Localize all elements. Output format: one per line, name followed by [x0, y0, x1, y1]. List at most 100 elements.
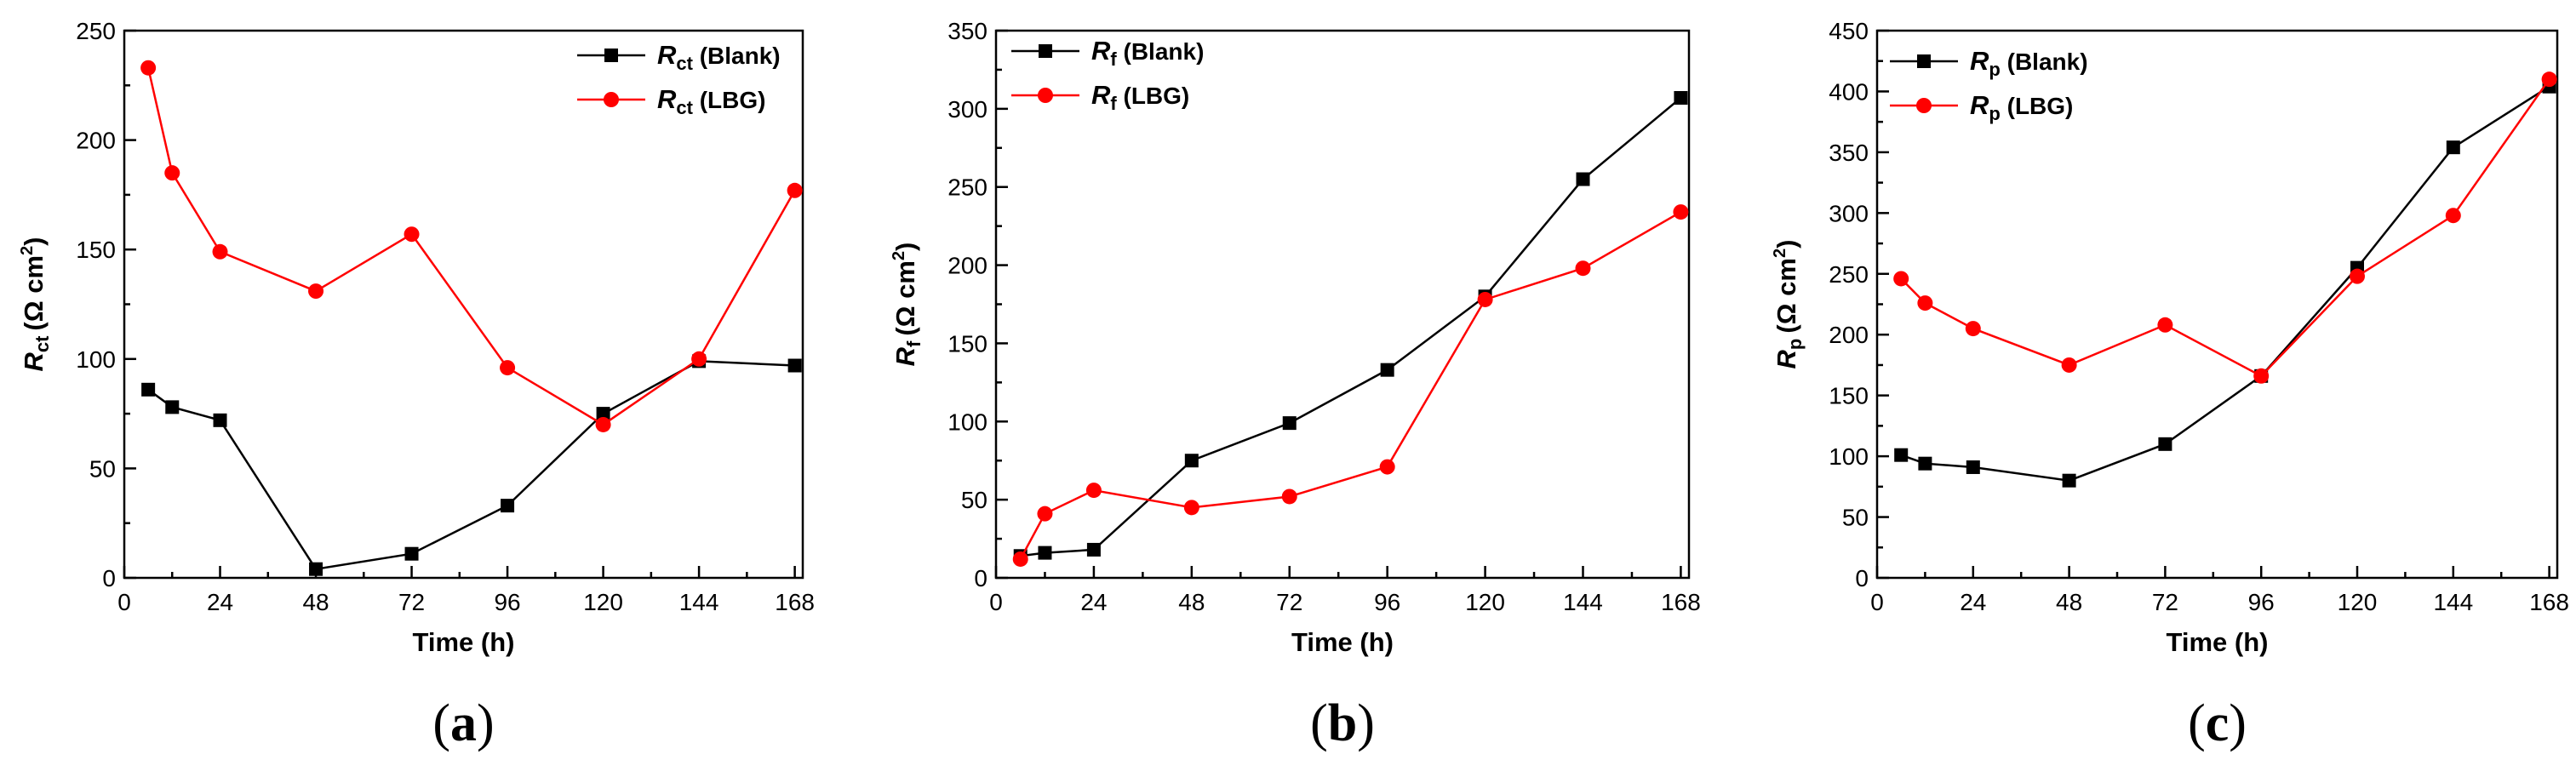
x-tick-label: 96	[2248, 589, 2275, 615]
y-axis-subscript: f	[903, 340, 924, 347]
y-tick-label: 100	[1829, 443, 1869, 470]
data-point-circle	[500, 360, 516, 376]
data-point-square	[1576, 172, 1590, 186]
legend-subscript: p	[1989, 59, 2000, 80]
series-blank	[1894, 79, 2556, 488]
x-tick-label: 0	[1870, 589, 1884, 615]
y-tick-label: 0	[1855, 565, 1869, 591]
legend-subscript: ct	[676, 53, 693, 74]
series-lbg	[1012, 204, 1689, 567]
series-blank	[1013, 90, 1688, 563]
y-axis-subscript: p	[1784, 339, 1806, 350]
data-point-square	[1894, 448, 1909, 462]
series-line	[147, 360, 795, 571]
panel-label-close: )	[2229, 694, 2247, 752]
y-tick-label: 150	[947, 330, 987, 357]
y-tick-label: 150	[1829, 383, 1869, 409]
panel-label-letter: c	[2206, 694, 2230, 752]
y-axis-superscript: 2	[18, 246, 37, 255]
data-point-square	[1674, 90, 1688, 105]
y-tick-label: 100	[76, 346, 116, 373]
y-tick-label: 350	[1829, 140, 1869, 166]
series-line	[146, 67, 796, 426]
legend-label: (Blank)	[1117, 38, 1205, 65]
y-tick-label: 200	[76, 128, 116, 154]
data-point-circle	[308, 283, 324, 300]
x-axis-title: Time (h)	[2167, 627, 2269, 657]
panel-label: (a)	[432, 694, 494, 752]
legend-marker-circle	[1038, 88, 1053, 103]
legend-marker-circle	[604, 92, 619, 107]
x-tick-label: 120	[1465, 589, 1505, 615]
data-point-circle	[140, 60, 157, 76]
y-tick-label: 200	[1829, 322, 1869, 348]
legend-symbol: R	[1970, 46, 1989, 76]
legend-marker-square	[604, 49, 618, 62]
y-axis-symbol: R	[890, 346, 920, 366]
legend-subscript: f	[1110, 93, 1117, 114]
x-tick-label: 0	[989, 589, 1003, 615]
panel-label-open: (	[432, 694, 450, 752]
y-tick-label: 250	[76, 18, 116, 44]
data-point-square	[1086, 542, 1101, 557]
y-tick-label: 450	[1829, 18, 1869, 44]
y-axis-title: Rp (Ω cm2)	[1771, 240, 1806, 369]
data-point-square	[1918, 456, 1932, 471]
legend-symbol: R	[1091, 80, 1111, 110]
data-point-circle	[1893, 271, 1909, 287]
data-point-square	[1380, 363, 1394, 377]
y-axis-unit: (Ω cm	[890, 260, 920, 336]
y-tick-label: 300	[1829, 200, 1869, 226]
y-axis-superscript: 2	[890, 251, 908, 260]
y-tick-label: 50	[1842, 505, 1869, 531]
data-point-circle	[2350, 268, 2365, 284]
y-tick-label: 50	[961, 487, 987, 513]
legend-entry: Rp (LBG)	[1970, 90, 2073, 124]
data-point-circle	[1037, 506, 1053, 522]
x-axis-title: Time (h)	[413, 627, 515, 657]
y-axis-unit: (Ω cm	[1772, 258, 1801, 334]
legend-marker-circle	[1916, 98, 1932, 113]
y-axis-symbol: R	[1772, 349, 1801, 369]
legend-symbol: R	[657, 40, 677, 70]
data-point-circle	[1575, 260, 1591, 277]
x-tick-label: 72	[398, 589, 425, 615]
x-tick-label: 24	[1080, 589, 1107, 615]
data-point-circle	[595, 416, 611, 432]
y-tick-label: 0	[974, 565, 987, 591]
legend-entry: Rp (Blank)	[1970, 46, 2088, 80]
x-tick-label: 144	[679, 589, 719, 615]
chart-panel-a: 0 24 48 72 96 120 144 168 0 50 100 150 200 250 Time (h…	[18, 18, 815, 752]
panel-label-letter: a	[450, 694, 477, 752]
y-axis-symbol: R	[19, 352, 49, 372]
data-point-circle	[1477, 291, 1493, 307]
data-point-square	[309, 562, 323, 576]
x-tick-label: 0	[117, 589, 131, 615]
data-point-square	[1966, 460, 1980, 474]
y-axis-subscript: ct	[31, 335, 53, 352]
data-point-circle	[2253, 368, 2270, 384]
data-point-circle	[2445, 208, 2461, 224]
x-tick-label: 48	[2056, 589, 2082, 615]
legend-symbol: R	[1091, 36, 1111, 66]
y-tick-label: 250	[1829, 261, 1869, 288]
data-point-circle	[2157, 317, 2173, 333]
data-point-square	[165, 400, 180, 414]
legend-entry: Rct (LBG)	[657, 84, 765, 118]
y-axis-close: )	[890, 243, 920, 251]
data-point-square	[501, 499, 515, 513]
legend: Rct (Blank)Rct (LBG)	[577, 40, 781, 118]
x-tick-label: 48	[302, 589, 329, 615]
legend-symbol: R	[1970, 90, 1989, 120]
legend-label: (LBG)	[1117, 83, 1190, 109]
x-tick-label: 168	[775, 589, 815, 615]
data-point-square	[404, 546, 419, 561]
panel-label-open: (	[1310, 694, 1328, 752]
data-point-square	[213, 413, 227, 427]
data-point-square	[2158, 437, 2172, 451]
legend-label: (LBG)	[693, 87, 766, 113]
data-point-square	[1038, 546, 1052, 560]
x-tick-label: 72	[2152, 589, 2178, 615]
data-point-square	[1184, 454, 1199, 468]
